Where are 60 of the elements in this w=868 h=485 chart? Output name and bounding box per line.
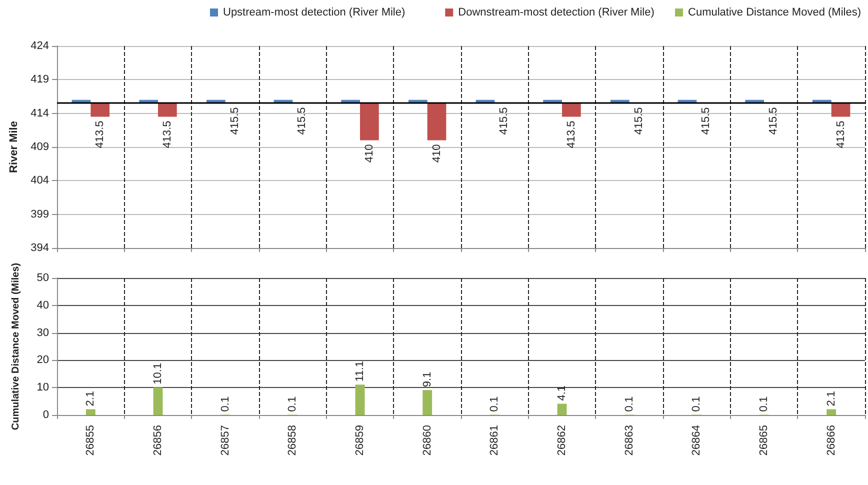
data-label: 0.1 xyxy=(623,396,636,412)
bar xyxy=(355,384,365,415)
bar xyxy=(557,404,567,415)
y-tick-label: 424 xyxy=(30,40,49,52)
y-tick-label: 20 xyxy=(36,354,49,366)
y-tick-label: 394 xyxy=(30,242,49,254)
x-tick-label: 26855 xyxy=(84,425,97,456)
y-tick-label: 399 xyxy=(30,208,49,220)
y-tick-label: 30 xyxy=(36,326,49,339)
data-label: 2.1 xyxy=(825,390,838,406)
y-axis-title: Cumulative Distance Moved (Miles) xyxy=(10,262,22,430)
y-axis-title: River Mile xyxy=(8,121,20,173)
x-tick-label: 26865 xyxy=(758,425,770,456)
bar xyxy=(153,387,163,415)
x-tick-label: 26858 xyxy=(286,425,299,456)
x-tick-label: 26859 xyxy=(354,425,366,456)
x-tick-label: 26856 xyxy=(152,425,164,456)
data-label: 413.5 xyxy=(94,120,106,148)
bar xyxy=(86,409,96,415)
x-tick-label: 26857 xyxy=(219,425,232,456)
legend-label: Cumulative Distance Moved (Miles) xyxy=(688,6,861,18)
y-tick-label: 0 xyxy=(42,409,49,421)
y-tick-label: 10 xyxy=(36,382,49,394)
text: 415.5 xyxy=(700,107,712,135)
data-label: 0.1 xyxy=(219,396,232,412)
text: 415.5 xyxy=(498,107,510,135)
data-label: 0.1 xyxy=(690,396,703,412)
data-label: 0.1 xyxy=(488,396,501,412)
text: 415.5 xyxy=(632,107,645,135)
data-label: 0.1 xyxy=(286,396,299,412)
bar xyxy=(422,390,432,415)
x-tick-label: 26866 xyxy=(825,425,838,456)
data-label: 10.1 xyxy=(152,362,164,384)
data-label: 9.1 xyxy=(421,372,434,388)
x-tick-label: 26861 xyxy=(488,425,501,456)
data-label: 413.5 xyxy=(161,120,174,148)
data-label: 11.1 xyxy=(354,360,366,382)
text: 415.5 xyxy=(228,107,241,135)
x-tick-label: 26864 xyxy=(690,425,703,456)
legend-label: Upstream-most detection (River Mile) xyxy=(223,6,406,18)
data-label: 413.5 xyxy=(834,120,847,148)
y-tick-label: 414 xyxy=(30,107,49,120)
data-label: 410 xyxy=(430,144,443,163)
text: 415.5 xyxy=(296,107,308,135)
data-label: 4.1 xyxy=(556,385,568,401)
data-label: 410 xyxy=(363,144,376,163)
y-tick-label: 419 xyxy=(30,74,49,86)
y-tick-label: 40 xyxy=(36,299,49,312)
legend-label: Downstream-most detection (River Mile) xyxy=(458,6,654,18)
text: 415.5 xyxy=(767,107,780,135)
y-tick-label: 50 xyxy=(36,272,49,284)
y-tick-label: 409 xyxy=(30,141,49,153)
bar xyxy=(826,409,836,415)
data-label: 413.5 xyxy=(565,120,578,148)
x-tick-label: 26862 xyxy=(556,425,568,456)
y-tick-label: 404 xyxy=(30,174,49,187)
data-label: 0.1 xyxy=(758,396,770,412)
x-tick-label: 26860 xyxy=(421,425,434,456)
data-label: 2.1 xyxy=(84,390,97,406)
x-tick-label: 26863 xyxy=(623,425,636,456)
